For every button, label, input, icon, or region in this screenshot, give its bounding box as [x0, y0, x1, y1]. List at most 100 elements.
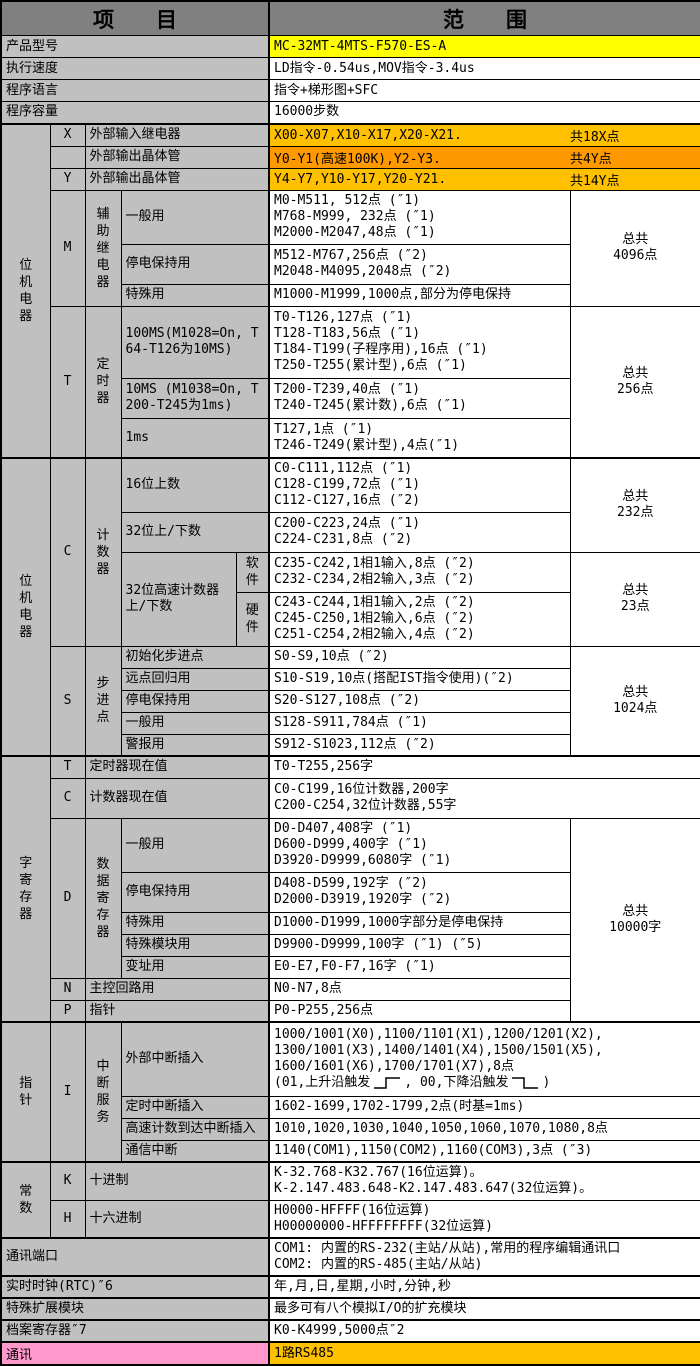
d-index-value: E0-E7,F0-F7,16字 (″1)	[268, 955, 571, 979]
expansion-value: 最多可有八个模拟I/O的扩充模块	[268, 1297, 700, 1321]
t-subgroup-label: 定时器	[96, 357, 110, 407]
m-latched-value: M512-M767,256点 (″2) M2048-M4095,2048点 (″…	[268, 243, 571, 285]
content-line: H00000000-HFFFFFFFF(32位运算)	[274, 1218, 494, 1234]
content-line: C112-C127,16点 (″2)	[274, 493, 421, 509]
content-line: COM1: 内置的RS-232(主站/从站),常用的程序编辑通讯口	[274, 1241, 621, 1256]
s-row-value: S10-S19,10点(搭配IST指令使用)(″2)	[268, 667, 571, 691]
content-line: T246-T249(累计型),4点(″1)	[274, 437, 460, 453]
word-t-value: T0-T255,256字	[268, 755, 700, 779]
i-ext-label: 外部中断插入	[120, 1021, 270, 1097]
k-letter: K	[49, 1161, 86, 1201]
c-hs-hard-value: C243-C244,1相1输入,2点 (″2) C245-C250,1相2输入,…	[268, 591, 571, 647]
total-line: 总共	[622, 489, 649, 505]
content-line: K-32.768-K32.767(16位运算)。	[274, 1165, 483, 1181]
speed-label: 执行速度	[0, 57, 270, 80]
falling-edge-icon	[512, 1077, 539, 1089]
content-line: 1300/1001(X3),1400/1401(X4),1500/1501(X5…	[274, 1043, 603, 1059]
y-hs-total: 共4Y点	[570, 151, 612, 167]
s-row-value: S0-S9,10点 (″2)	[268, 645, 571, 669]
content-line: 1000/1001(X0),1100/1101(X1),1200/1201(X2…	[274, 1027, 603, 1043]
rtc-label: 实时时钟(RTC)″6	[0, 1275, 270, 1299]
t-100ms-value: T0-T126,127点 (″1) T128-T183,56点 (″1) T18…	[268, 305, 571, 379]
file-register-value: K0-K4999,5000点″2	[268, 1319, 700, 1343]
content-line: C235-C242,1相1输入,8点 (″2)	[274, 556, 475, 571]
d-module-value: D9900-D9999,100字 (″1) (″5)	[268, 933, 571, 957]
c-ud32-label: 32位上/下数	[120, 511, 270, 553]
total-line: 1024点	[613, 700, 658, 716]
wave-text: (01,上升沿触发	[274, 1075, 371, 1091]
n-letter: N	[49, 977, 86, 1001]
total-line: 23点	[620, 599, 650, 614]
n-label: 主控回路用	[84, 977, 270, 1001]
m-subgroup-label: 辅助继电器	[96, 206, 110, 290]
y-value: Y4-Y7,Y10-Y17,Y20-Y21.	[274, 171, 447, 187]
model-value: MC-32MT-4MTS-F570-ES-A	[268, 35, 700, 58]
content-line: T250-T255(累计型),6点 (″1)	[274, 358, 467, 373]
c-ud32-value: C200-C223,24点 (″1) C224-C231,8点 (″2)	[268, 511, 571, 553]
s-row-label: 停电保持用	[120, 689, 270, 713]
hard-label: 硬件	[245, 603, 259, 635]
s-letter: S	[49, 645, 86, 757]
m-latched-label: 停电保持用	[120, 243, 270, 285]
m-special-value: M1000-M1999,1000点,部分为停电保持	[268, 283, 571, 307]
header-item: 项 目	[0, 0, 270, 36]
m-general-label: 一般用	[120, 189, 270, 245]
language-value: 指令+梯形图+SFC	[268, 79, 700, 102]
c-total-232: 总共 232点	[569, 457, 700, 553]
total-line: 256点	[617, 381, 654, 397]
d-total: 总共 10000字	[569, 817, 700, 1023]
t-subgroup: 定时器	[84, 305, 122, 459]
content-line: K-2.147.483.648-K2.147.483.647(32位运算)。	[274, 1181, 593, 1197]
d-subgroup-label: 数据寄存器	[96, 856, 110, 940]
x-letter: X	[49, 122, 86, 147]
content-line: C200-C254,32位计数器,55字	[274, 798, 457, 813]
y-letter: Y	[49, 167, 86, 191]
i-comm-label: 通信中断	[120, 1139, 270, 1163]
total-line: 10000字	[609, 919, 662, 935]
s-subgroup-label: 步进点	[96, 676, 110, 726]
content-line: COM2: 内置的RS-485(主站/从站)	[274, 1257, 483, 1272]
c-subgroup: 计数器	[84, 457, 122, 647]
model-label: 产品型号	[0, 35, 270, 58]
content-line: T128-T183,56点 (″1)	[274, 326, 421, 341]
m-subgroup: 辅助继电器	[84, 189, 122, 307]
content-line: C243-C244,1相1输入,2点 (″2)	[274, 595, 475, 610]
content-line: 1600/1601(X6),1700/1701(X7),8点	[274, 1059, 514, 1075]
k-label: 十进制	[84, 1161, 270, 1201]
m-letter: M	[49, 189, 86, 307]
y-hs-value: Y0-Y1(高速100K),Y2-Y3.	[274, 151, 441, 167]
s-row-value: S912-S1023,112点 (″2)	[268, 733, 571, 757]
y-value-cell: Y4-Y7,Y10-Y17,Y20-Y21. 共14Y点	[268, 167, 700, 191]
i-hsc-value: 1010,1020,1030,1040,1050,1060,1070,1080,…	[268, 1117, 700, 1141]
s-row-label: 初始化步进点	[120, 645, 270, 669]
d-subgroup: 数据寄存器	[84, 817, 122, 979]
d-letter: D	[49, 817, 86, 979]
h-label: 十六进制	[84, 1199, 270, 1239]
comm-port-value: COM1: 内置的RS-232(主站/从站),常用的程序编辑通讯口 COM2: …	[268, 1237, 700, 1277]
i-timer-label: 定时中断插入	[120, 1095, 270, 1119]
m-general-value: M0-M511, 512点 (″1) M768-M999, 232点 (″1) …	[268, 189, 571, 245]
rtc-value: 年,月,日,星期,小时,分钟,秒	[268, 1275, 700, 1299]
x-label: 外部输入继电器	[84, 122, 270, 147]
word-t-letter: T	[49, 755, 86, 779]
s-total: 总共 1024点	[569, 645, 700, 757]
content-line: D2000-D3919,1920字 (″2)	[274, 892, 452, 907]
content-line: C128-C199,72点 (″1)	[274, 477, 421, 493]
c-subgroup-label: 计数器	[96, 527, 110, 577]
i-comm-value: 1140(COM1),1150(COM2),1160(COM3),3点 (″3)	[268, 1139, 700, 1163]
word-c-letter: C	[49, 777, 86, 819]
total-line: 总共	[622, 684, 649, 700]
x-value-cell: X00-X07,X10-X17,X20-X21. 共18X点	[268, 122, 700, 147]
group-word-register-label: 字寄存器	[19, 856, 33, 922]
content-line: D408-D599,192字 (″2)	[274, 876, 428, 891]
d-special-label: 特殊用	[120, 911, 270, 935]
t-total: 总共 256点	[569, 305, 700, 459]
c-hs-label: 32位高速计数器上/下数	[120, 551, 237, 647]
s-row-label: 警报用	[120, 733, 270, 757]
content-line: M0-M511, 512点 (″1)	[274, 193, 421, 208]
i-hsc-label: 高速计数到达中断插入	[120, 1117, 270, 1141]
t-100ms-label: 100MS(M1028=On, T64-T126为10MS)	[120, 305, 270, 379]
content-line: D0-D407,408字 (″1)	[274, 821, 413, 836]
content-line: T200-T239,40点 (″1)	[274, 382, 421, 397]
s-row-value: S128-S911,784点 (″1)	[268, 711, 571, 735]
